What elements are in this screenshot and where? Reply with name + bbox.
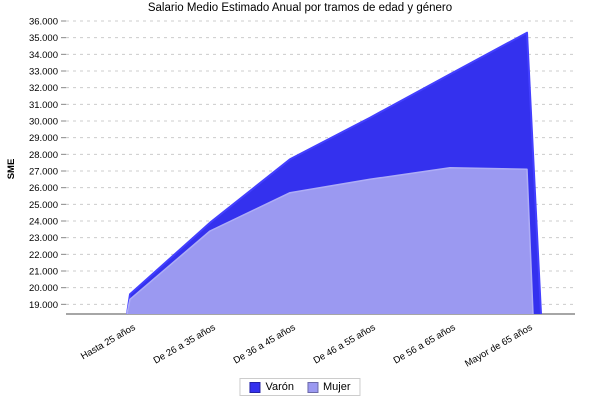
y-tick-label: 22.000 <box>29 250 58 261</box>
mujer-swatch <box>307 381 319 393</box>
y-tick-label: 26.000 <box>29 183 58 194</box>
y-tick-label: 31.000 <box>29 100 58 111</box>
y-tick-label: 28.000 <box>29 150 58 161</box>
y-tick-label: 21.000 <box>29 267 58 278</box>
y-tick-label: 33.000 <box>29 67 58 78</box>
y-tick-label: 23.000 <box>29 233 58 244</box>
x-category-label: De 26 a 35 años <box>152 322 218 367</box>
x-category-label: De 56 a 65 años <box>392 322 458 367</box>
legend-label-mujer: Mujer <box>323 381 351 393</box>
y-tick-label: 29.000 <box>29 133 58 144</box>
varon-swatch <box>249 381 261 393</box>
y-tick-label: 30.000 <box>29 117 58 128</box>
y-tick-label: 35.000 <box>29 33 58 44</box>
area-edge-Mujer <box>126 166 534 315</box>
y-tick-label: 32.000 <box>29 83 58 94</box>
y-tick-label: 27.000 <box>29 167 58 178</box>
y-tick-label: 36.000 <box>29 17 58 28</box>
y-tick-label: 25.000 <box>29 200 58 211</box>
x-category-label: Hasta 25 años <box>79 322 138 362</box>
x-category-label: De 46 a 55 años <box>312 322 378 367</box>
legend-label-varon: Varón <box>265 381 295 393</box>
chart-title: Salario Medio Estimado Anual por tramos … <box>147 2 453 14</box>
y-tick-label: 20.000 <box>29 283 58 294</box>
legend-item-varon: Varón <box>249 381 294 393</box>
x-category-label: Mayor de 65 años <box>463 322 535 370</box>
y-tick-label: 19.000 <box>29 300 58 311</box>
area-Mujer <box>127 167 533 314</box>
legend: Varón Mujer <box>239 378 361 396</box>
y-tick-label: 34.000 <box>29 50 58 61</box>
x-category-label: De 36 a 45 años <box>232 322 298 367</box>
y-tick-label: 24.000 <box>29 217 58 228</box>
area-edge-Varón <box>126 31 542 315</box>
legend-item-mujer: Mujer <box>307 381 351 393</box>
